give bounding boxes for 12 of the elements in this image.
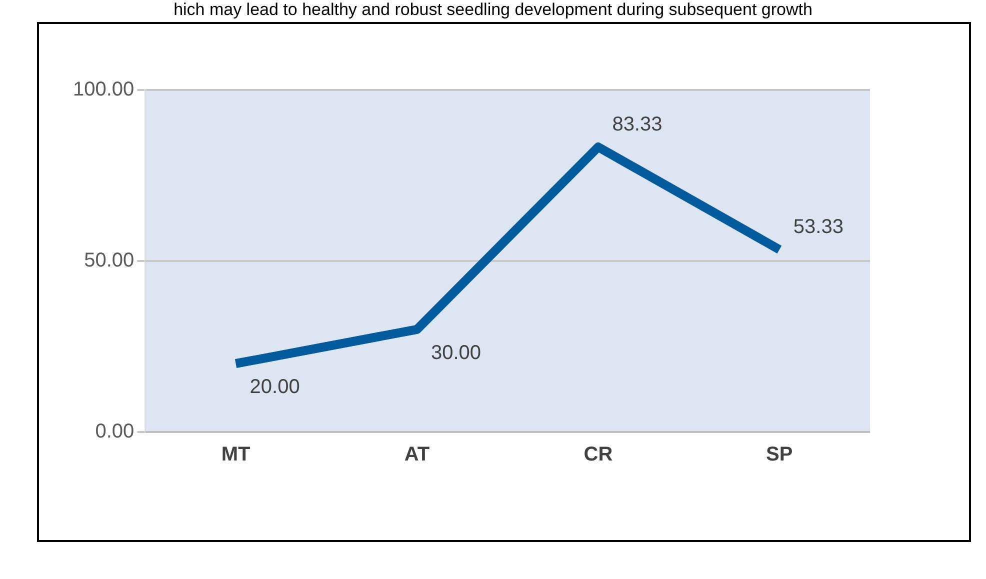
- x-tick-label: MT: [221, 444, 250, 466]
- x-tick-label: SP: [766, 444, 793, 466]
- x-tick-label: CR: [584, 444, 614, 466]
- text: hich may lead to healthy and robust seedling development during subsequent growth: [172, 0, 814, 20]
- y-tick-label: 100.00: [73, 78, 134, 101]
- x-tick-label: AT: [404, 444, 430, 466]
- data-label: 30.00: [430, 342, 482, 364]
- y-tick-label: 50.00: [84, 250, 134, 272]
- data-label: 53.33: [793, 216, 844, 238]
- y-tick-label: 0.00: [95, 420, 134, 443]
- data-label: 83.33: [612, 114, 662, 136]
- data-label: 20.00: [250, 376, 300, 398]
